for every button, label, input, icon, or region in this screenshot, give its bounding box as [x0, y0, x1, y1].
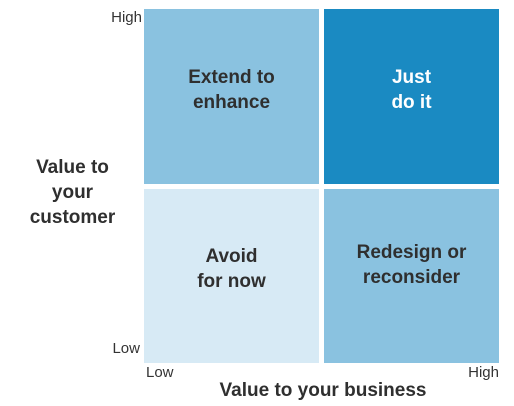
quadrant-redesign-or-reconsider: Redesign or reconsider — [324, 189, 499, 363]
quadrant-extend-to-enhance: Extend to enhance — [144, 9, 319, 184]
x-axis-high-label: High — [468, 364, 499, 381]
y-axis-low-label: Low — [112, 340, 140, 357]
quadrant-label: Avoid for now — [197, 246, 266, 292]
quadrant-label: Just do it — [391, 66, 432, 113]
quadrant-just-do-it: Just do it — [324, 9, 499, 184]
x-axis-low-label: Low — [146, 364, 174, 381]
x-axis-title: Value to your business — [219, 380, 427, 401]
y-axis-title: Value to your customer — [29, 157, 116, 228]
y-axis-high-label: High — [111, 9, 142, 26]
value-matrix: Extend to enhance Just do it Avoid for n… — [144, 9, 502, 363]
quadrant-avoid-for-now: Avoid for now — [144, 189, 319, 363]
quadrant-label: Extend to enhance — [188, 66, 275, 113]
quadrant-label: Redesign or reconsider — [356, 242, 467, 288]
